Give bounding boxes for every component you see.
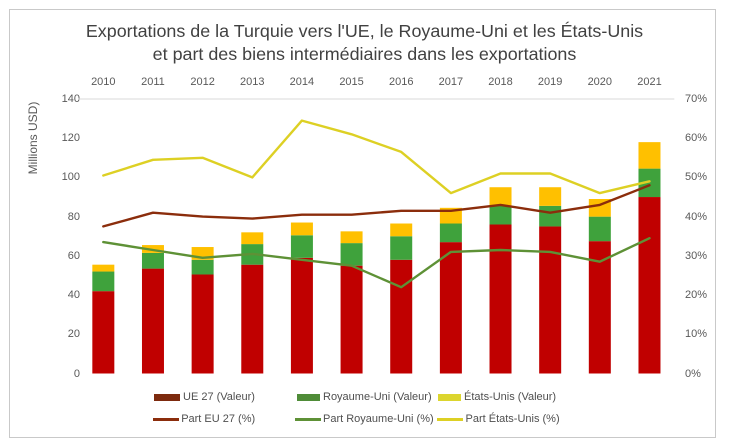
bar-segment-2017-s1 [439, 223, 462, 243]
bar-segment-2015-s2 [340, 231, 363, 244]
legend-item-row1-0: UE 27 (Valeur) [154, 391, 255, 404]
right-tick-20%: 20% [685, 289, 708, 302]
left-tick-120: 120 [61, 132, 80, 145]
bar-segment-2016-s2 [390, 223, 413, 237]
x-tick-2015: 2015 [339, 75, 364, 88]
right-tick-40%: 40% [685, 210, 708, 223]
line-series-0 [102, 184, 651, 228]
chart-title: Exportations de la Turquie vers l'UE, le… [0, 20, 729, 65]
legend-swatch-bar-icon [297, 394, 320, 401]
legend-item-row1-2: États-Unis (Valeur) [438, 391, 556, 404]
x-tick-2019: 2019 [537, 75, 563, 88]
right-tick-60%: 60% [685, 132, 708, 145]
x-tick-2018: 2018 [488, 75, 513, 88]
x-tick-2014: 2014 [289, 75, 315, 88]
bar-segment-2019-s2 [539, 187, 562, 206]
right-tick-70%: 70% [685, 93, 708, 105]
legend-item-row2-1: Part Royaume-Uni (%) [294, 413, 434, 426]
legend-label: Part États-Unis (%) [465, 413, 560, 425]
x-tick-2020: 2020 [587, 75, 613, 88]
right-tick-50%: 50% [685, 171, 708, 184]
bar-segment-2010-s2 [92, 264, 115, 272]
legend-label: Part Royaume-Uni (%) [323, 413, 434, 425]
bar-segment-2015-s1 [340, 243, 363, 266]
left-tick-60: 60 [67, 249, 80, 262]
left-tick-20: 20 [67, 328, 80, 341]
left-tick-0: 0 [73, 367, 80, 380]
bar-segment-2021-s1 [638, 168, 661, 198]
bar-segment-2016-s0 [390, 259, 413, 374]
bar-segment-2010-s1 [92, 271, 115, 292]
bar-segment-2021-s2 [638, 142, 661, 169]
bar-segment-2011-s0 [141, 268, 164, 374]
legend-swatch-line-icon [152, 418, 179, 421]
bar-segment-2015-s0 [340, 265, 363, 374]
x-tick-2013: 2013 [240, 75, 265, 88]
bar-segment-2012-s1 [191, 259, 214, 275]
bar-segment-2010-s0 [92, 291, 115, 374]
x-tick-2016: 2016 [388, 75, 414, 88]
legend-swatch-bar-icon [438, 394, 461, 401]
bar-segment-2011-s1 [141, 252, 164, 269]
legend-item-row1-1: Royaume-Uni (Valeur) [297, 391, 432, 404]
left-tick-40: 40 [67, 289, 80, 302]
legend-item-row2-2: Part États-Unis (%) [437, 413, 560, 426]
bar-segment-2012-s0 [191, 274, 214, 374]
legend-swatch-bar-icon [154, 394, 180, 401]
left-tick-100: 100 [61, 171, 80, 184]
right-tick-30%: 30% [685, 249, 708, 262]
right-tick-0%: 0% [685, 367, 701, 380]
legend-label: Royaume-Uni (Valeur) [323, 391, 432, 403]
legend-label: UE 27 (Valeur) [183, 391, 255, 403]
legend-swatch-line-icon [294, 418, 321, 421]
x-tick-2012: 2012 [190, 75, 215, 88]
line-series-1 [102, 236, 651, 289]
bar-segment-2014-s0 [290, 257, 313, 374]
x-tick-2017: 2017 [438, 75, 464, 88]
legend-label: Part EU 27 (%) [181, 413, 256, 425]
right-tick-10%: 10% [685, 328, 708, 341]
bar-segment-2019-s0 [539, 226, 562, 374]
x-tick-2021: 2021 [637, 75, 662, 88]
legend-label: États-Unis (Valeur) [464, 391, 557, 403]
bar-segment-2019-s1 [539, 205, 562, 227]
chart-title-line1: Exportations de la Turquie vers l'UE, le… [85, 21, 644, 41]
bar-segment-2014-s2 [290, 222, 313, 236]
left-tick-140: 140 [61, 93, 80, 105]
bar-segment-2018-s1 [489, 205, 512, 225]
legend-swatch-line-icon [437, 418, 463, 421]
bar-segment-2016-s1 [390, 236, 413, 260]
left-tick-80: 80 [67, 210, 80, 223]
chart-title-line2: et part des biens intermédiaires dans le… [152, 43, 577, 64]
bar-segment-2021-s0 [638, 197, 661, 374]
bar-segment-2020-s0 [588, 241, 611, 374]
bar-segment-2017-s0 [439, 242, 462, 374]
bar-segment-2020-s1 [588, 216, 611, 242]
x-tick-2010: 2010 [91, 75, 116, 88]
bar-segment-2018-s0 [489, 224, 512, 374]
bar-segment-2014-s1 [290, 235, 313, 258]
bar-segment-2013-s0 [241, 264, 264, 374]
bar-segment-2018-s2 [489, 187, 512, 206]
bar-segment-2013-s2 [241, 232, 264, 245]
legend-item-row2-0: Part EU 27 (%) [152, 413, 256, 426]
x-tick-2011: 2011 [141, 75, 165, 88]
line-series-2 [102, 119, 651, 195]
